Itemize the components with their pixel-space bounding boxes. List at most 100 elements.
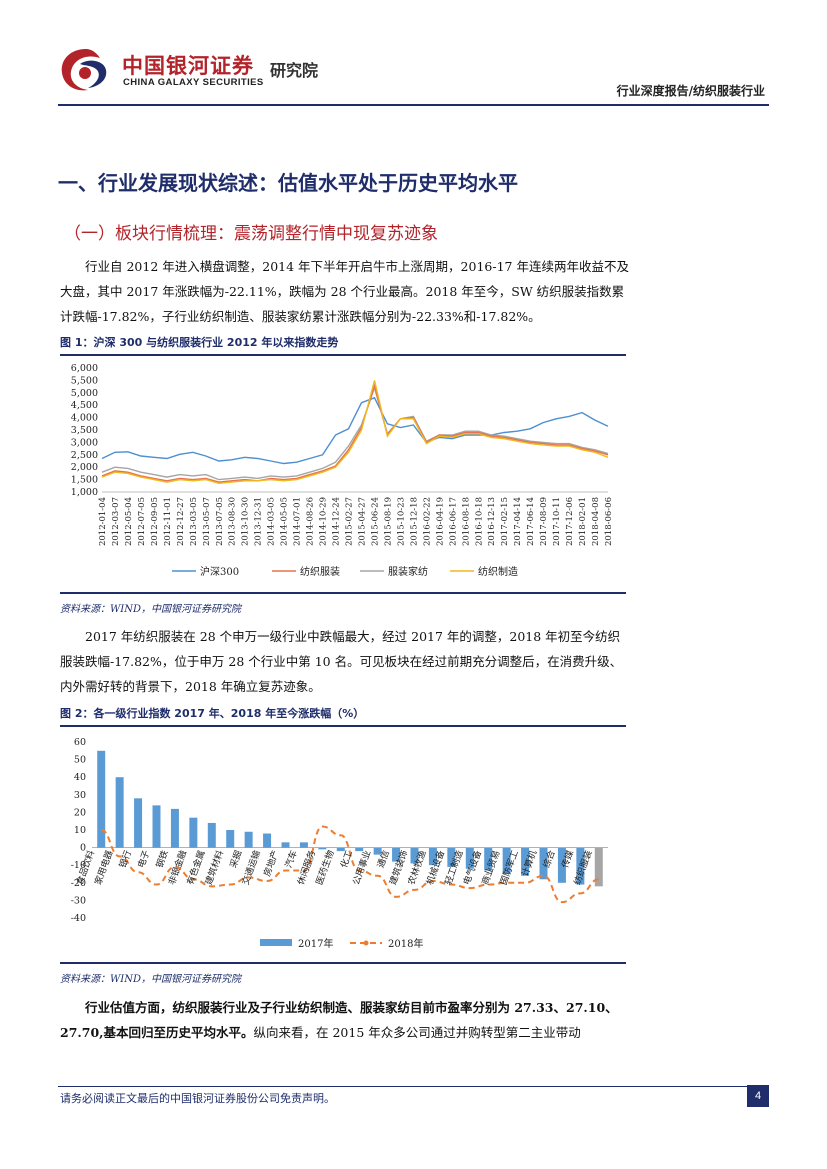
x-tick-label: 2018-04-08 (591, 497, 601, 546)
figure-2-title: 图 2：各一级行业指数 2017 年、2018 年至今涨跌幅（%） (60, 705, 626, 727)
paragraph-2: 2017 年纺织服装在 28 个申万一级行业中跌幅最大，经过 2017 年的调整… (60, 624, 630, 699)
bar-2017 (244, 831, 253, 848)
bar-2017 (594, 847, 603, 887)
y-tick-label: 3,000 (71, 437, 98, 448)
y-tick-label: -40 (71, 913, 86, 924)
bar-2017 (392, 847, 401, 862)
bar-2017 (318, 847, 327, 850)
x-tick-label: 2014-12-24 (332, 497, 342, 546)
x-tick-label: 2015-02-27 (345, 497, 355, 546)
x-tick-label: 2018-06-06 (604, 497, 614, 546)
x-tick-label: 2012-01-04 (98, 497, 108, 546)
figure-2-source: 资料来源：WIND，中国银河证券研究院 (60, 962, 626, 985)
y-tick-label: 2,500 (71, 450, 98, 461)
x-tick-label: 2015-10-23 (396, 497, 406, 546)
x-tick-label: 2018-02-01 (578, 497, 588, 546)
y-tick-label: -20 (71, 878, 86, 889)
y-tick-label: 0 (80, 843, 86, 854)
x-tick-label: 2013-07-05 (215, 497, 225, 546)
x-tick-label: 2014-10-29 (319, 497, 329, 546)
bar-2017 (189, 817, 198, 848)
bar-2017 (410, 847, 419, 864)
header-divider (58, 104, 769, 106)
category-label: 电子 (135, 849, 152, 870)
bar-2017 (134, 798, 143, 848)
bar-2017 (97, 750, 106, 848)
bar-2017 (484, 847, 493, 871)
bar-2017 (557, 847, 566, 883)
bar-2017 (355, 847, 364, 852)
y-tick-label: 1,500 (71, 475, 98, 486)
paragraph-2-text: 2017 年纺织服装在 28 个申万一级行业中跌幅最大，经过 2017 年的调整… (60, 629, 623, 694)
galaxy-logo-icon (61, 49, 107, 91)
y-tick-label: -30 (71, 895, 86, 906)
y-tick-label: 50 (74, 755, 86, 766)
series-line-2 (101, 382, 609, 483)
y-tick-label: 40 (74, 772, 86, 783)
x-tick-label: 2017-10-11 (552, 497, 562, 546)
x-tick-label: 2016-02-22 (422, 497, 432, 546)
figure-1-title: 图 1：沪深 300 与纺织服装行业 2012 年以来指数走势 (60, 334, 626, 356)
y-tick-label: 5,000 (71, 388, 98, 399)
bar-2017 (226, 830, 235, 848)
bar-2017 (336, 847, 345, 852)
x-tick-label: 2014-03-05 (267, 497, 277, 546)
x-tick-label: 2012-07-05 (137, 497, 147, 546)
y-tick-label: 10 (74, 825, 86, 836)
y-tick-label: 4,500 (71, 400, 98, 411)
report-type: 行业深度报告/纺织服装行业 (616, 84, 765, 98)
legend-label: 2018年 (388, 937, 423, 950)
x-tick-label: 2017-04-14 (513, 497, 523, 546)
x-tick-label: 2015-12-18 (409, 497, 419, 546)
bar-2017 (281, 842, 290, 848)
x-tick-label: 2015-04-27 (357, 497, 367, 546)
paragraph-3: 行业估值方面，纺织服装行业及子行业纺织制造、服装家纺目前市盈率分别为 27.33… (60, 995, 630, 1045)
x-tick-label: 2017-06-14 (526, 497, 536, 546)
y-tick-label: 1,000 (71, 487, 98, 498)
bar-2017 (502, 847, 511, 874)
x-tick-label: 2013-03-05 (189, 497, 199, 546)
y-tick-label: 30 (74, 790, 86, 801)
x-tick-label: 2016-04-19 (435, 497, 445, 546)
legend-label: 纺织服装 (300, 565, 340, 578)
y-tick-label: 4,000 (71, 413, 98, 424)
x-tick-label: 2014-08-26 (306, 497, 316, 546)
page-number: 4 (747, 1085, 769, 1107)
x-tick-label: 2017-02-15 (500, 497, 510, 546)
x-tick-label: 2015-06-24 (370, 497, 380, 546)
bar-2017 (428, 847, 437, 866)
figure-1-source: 资料来源：WIND，中国银河证券研究院 (60, 592, 626, 615)
x-tick-label: 2013-08-30 (228, 497, 238, 546)
x-tick-label: 2015-08-19 (383, 497, 393, 546)
paragraph-1: 行业自 2012 年进入横盘调整，2014 年下半年开启牛市上涨周期，2016-… (60, 254, 630, 329)
footer-disclaimer: 请务必阅读正文最后的中国银河证券股份公司免责声明。 (60, 1092, 335, 1105)
legend-marker (363, 940, 369, 946)
bar-2017 (207, 822, 216, 848)
series-line-1 (101, 396, 609, 465)
bar-2017 (521, 847, 530, 876)
category-label: 化工 (338, 849, 355, 870)
x-tick-label: 2016-06-17 (448, 497, 458, 546)
paragraph-3-bold: 行业估值方面，纺织服装行业及子行业纺织制造、服装家纺目前市盈率分别为 27.33… (60, 1000, 618, 1040)
bar-2017 (299, 842, 308, 848)
bar-2017 (263, 833, 272, 848)
logo-company-cn: 中国银河证券 (122, 54, 254, 78)
category-label: 采掘 (227, 849, 244, 870)
x-tick-label: 2012-11-01 (163, 497, 173, 546)
paragraph-3-text: 行业估值方面，纺织服装行业及子行业纺织制造、服装家纺目前市盈率分别为 27.33… (60, 995, 630, 1045)
bar-2017 (170, 808, 179, 848)
bar-2017 (447, 847, 456, 867)
x-tick-label: 2016-08-18 (461, 497, 471, 546)
x-tick-label: 2016-10-18 (474, 497, 484, 546)
x-tick-label: 2017-12-06 (565, 497, 575, 546)
x-tick-label: 2013-12-31 (254, 497, 264, 546)
category-label: 汽车 (282, 849, 299, 870)
footer-divider (58, 1086, 769, 1087)
logo-company-en: CHINA GALAXY SECURITIES (123, 77, 264, 88)
x-tick-label: 2017-08-09 (539, 497, 549, 546)
bar-2017 (465, 847, 474, 869)
legend-label: 纺织制造 (478, 565, 518, 578)
category-label: 钢铁 (153, 849, 170, 870)
